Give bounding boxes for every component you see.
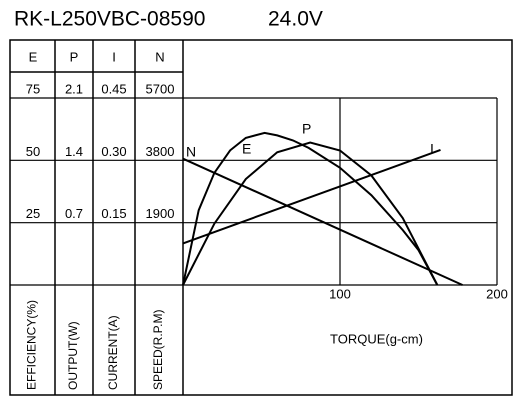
axis-header: I bbox=[112, 49, 116, 64]
curve bbox=[182, 141, 439, 286]
axis-header: E bbox=[29, 49, 38, 64]
y-tick-label: 0.7 bbox=[65, 206, 83, 221]
y-tick-label: 1.4 bbox=[65, 144, 83, 159]
curve bbox=[182, 148, 441, 245]
axis-header: N bbox=[155, 49, 164, 64]
y-tick-label: 75 bbox=[26, 81, 40, 96]
curve-label: N bbox=[186, 144, 196, 160]
y-tick-label: 0.15 bbox=[101, 206, 126, 221]
curve-label: P bbox=[302, 121, 311, 137]
y-tick-label: 0.30 bbox=[101, 144, 126, 159]
curve bbox=[182, 131, 439, 286]
curve-label: I bbox=[430, 141, 434, 157]
x-axis-label: TORQUE(g-cm) bbox=[330, 331, 423, 346]
y-tick-label: 1900 bbox=[146, 206, 175, 221]
y-tick-label: 5700 bbox=[146, 81, 175, 96]
y-tick-label: 2.1 bbox=[65, 81, 83, 96]
axis-header: P bbox=[70, 49, 79, 64]
y-tick-label: 50 bbox=[26, 144, 40, 159]
y-tick-label: 25 bbox=[26, 206, 40, 221]
y-tick-label: 0.45 bbox=[101, 81, 126, 96]
axis-label: EFFICIENCY(%) bbox=[25, 300, 39, 390]
x-tick-label: 200 bbox=[486, 286, 508, 301]
axis-label: SPEED(R.P.M) bbox=[151, 310, 165, 390]
chart-title: RK-L250VBC-08590 bbox=[14, 8, 205, 31]
curve-label: E bbox=[242, 141, 251, 157]
x-tick-label: 100 bbox=[329, 286, 351, 301]
frame bbox=[9, 39, 513, 396]
y-tick-label: 3800 bbox=[146, 144, 175, 159]
axis-label: OUTPUT(W) bbox=[66, 321, 80, 390]
axis-label: CURRENT(A) bbox=[106, 315, 120, 390]
voltage: 24.0V bbox=[268, 8, 323, 31]
curve bbox=[182, 157, 463, 286]
